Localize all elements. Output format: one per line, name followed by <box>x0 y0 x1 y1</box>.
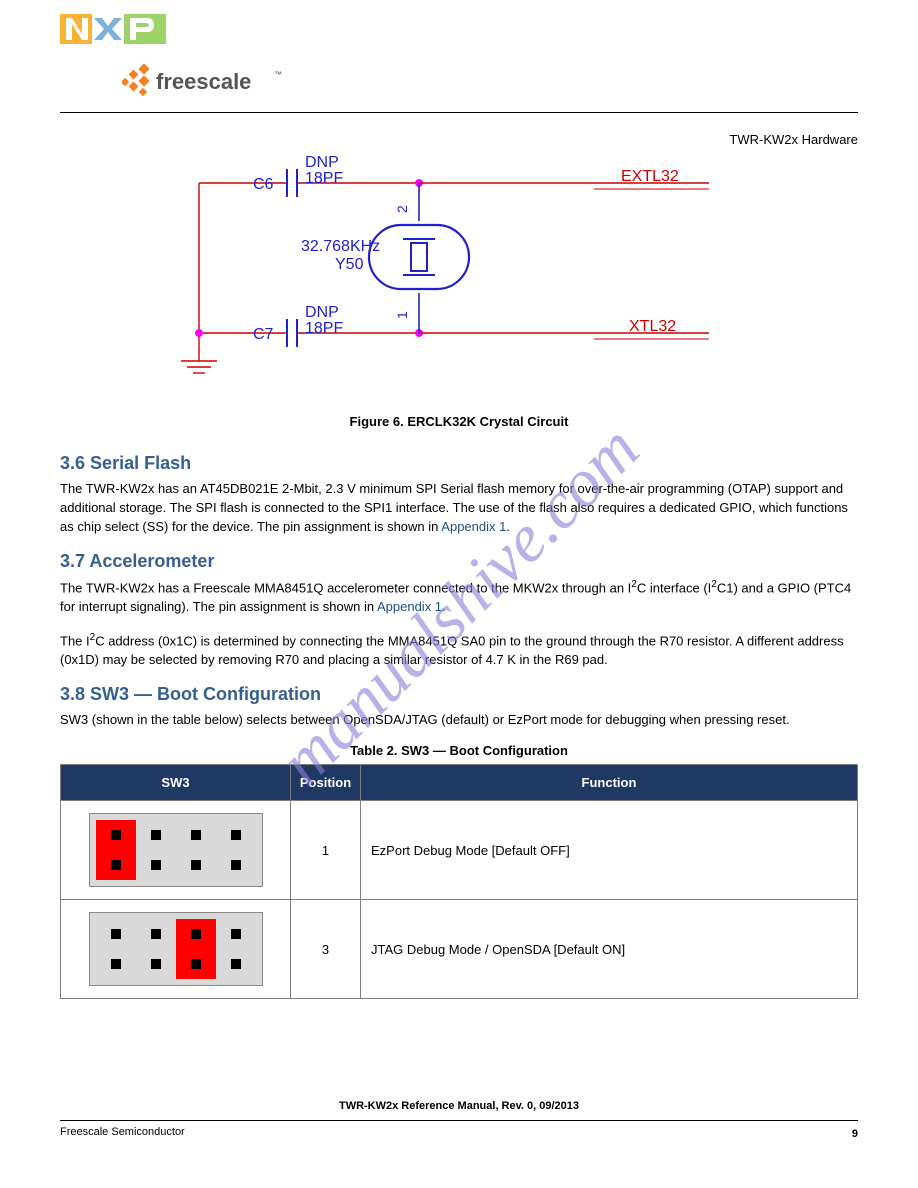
page-number: 9 <box>852 1127 858 1142</box>
section-title: Accelerometer <box>89 551 214 571</box>
section-3-6-body: The TWR-KW2x has an AT45DB021E 2-Mbit, 2… <box>60 480 858 537</box>
appendix-link[interactable]: Appendix 1 <box>377 599 442 614</box>
xtal-pin2: 2 <box>394 205 410 213</box>
section-title: Serial Flash <box>90 453 191 473</box>
freescale-logo: freescale ™ <box>122 61 858 104</box>
section-num: 3.6 <box>60 453 85 473</box>
table-row: 1 EzPort Debug Mode [Default OFF] <box>61 801 858 900</box>
sw3-config-table: SW3 Position Function <box>60 764 858 999</box>
net-top-text: EXTL32 <box>621 168 679 185</box>
svg-text:freescale: freescale <box>156 69 251 94</box>
c6-ref-text: C6 <box>253 176 274 193</box>
net-bot-text: XTL32 <box>629 318 676 335</box>
section-3-6-heading: 3.6 Serial Flash <box>60 453 858 474</box>
schematic-diagram: 2 1 C6 DNP 18PF C7 DNP 18PF 32.768KHz Y5… <box>149 143 769 403</box>
xtal-pin1: 1 <box>394 311 410 319</box>
th-sw3: SW3 <box>61 765 291 801</box>
th-position: Position <box>291 765 361 801</box>
figure-caption: Figure 6. ERCLK32K Crystal Circuit <box>60 414 858 429</box>
c6-note-text: DNP <box>305 154 339 171</box>
section-3-8-body: SW3 (shown in the table below) selects b… <box>60 711 858 730</box>
xtal-freq-text: 32.768KHz <box>301 238 380 255</box>
c7-note-text: DNP <box>305 304 339 321</box>
c7-ref-text: C7 <box>253 326 274 343</box>
footer-doc-title: TWR-KW2x Reference Manual, Rev. 0, 09/20… <box>60 1099 858 1114</box>
pos-cell: 3 <box>291 900 361 999</box>
appendix-link[interactable]: Appendix 1 <box>441 519 506 534</box>
c7-val-text: 18PF <box>305 320 343 337</box>
section-3-8-heading: 3.8 SW3 — Boot Configuration <box>60 684 858 705</box>
footer-company: Freescale Semiconductor <box>60 1125 185 1142</box>
svg-text:™: ™ <box>274 70 282 79</box>
dip-switch-icon <box>89 912 263 986</box>
section-title: SW3 — Boot Configuration <box>90 684 321 704</box>
table-row: 3 JTAG Debug Mode / OpenSDA [Default ON] <box>61 900 858 999</box>
nxp-logo <box>60 10 858 53</box>
table-caption: Table 2. SW3 — Boot Configuration <box>60 743 858 758</box>
section-3-7-body-1: The TWR-KW2x has a Freescale MMA8451Q ac… <box>60 578 858 617</box>
dip-switch-icon <box>89 813 263 887</box>
func-cell: EzPort Debug Mode [Default OFF] <box>361 801 858 900</box>
th-function: Function <box>361 765 858 801</box>
section-num: 3.7 <box>60 551 85 571</box>
section-3-7-heading: 3.7 Accelerometer <box>60 551 858 572</box>
section-num: 3.8 <box>60 684 85 704</box>
header-rule <box>60 112 858 113</box>
section-3-7-body-2: The I2C address (0x1C) is determined by … <box>60 631 858 670</box>
page-footer: TWR-KW2x Reference Manual, Rev. 0, 09/20… <box>60 1099 858 1142</box>
xtal-ref-text: Y50 <box>335 256 364 273</box>
c6-val-text: 18PF <box>305 170 343 187</box>
func-cell: JTAG Debug Mode / OpenSDA [Default ON] <box>361 900 858 999</box>
pos-cell: 1 <box>291 801 361 900</box>
